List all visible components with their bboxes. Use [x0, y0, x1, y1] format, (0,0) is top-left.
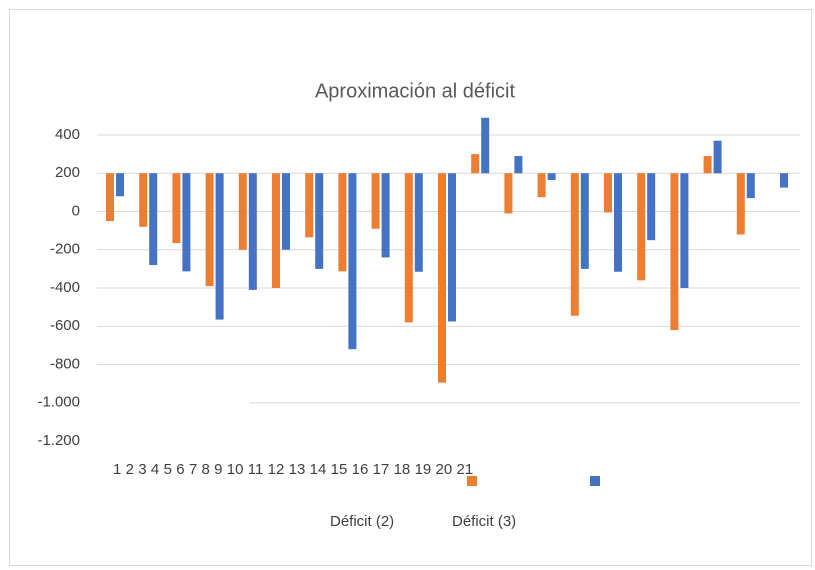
- x-tick-label: 2: [126, 461, 134, 478]
- bar: [172, 173, 181, 244]
- bar: [580, 173, 589, 269]
- bar: [647, 173, 656, 241]
- bar: [713, 140, 722, 174]
- bar: [305, 173, 314, 238]
- bar: [438, 173, 446, 383]
- y-tick-label: -600: [50, 317, 80, 334]
- y-tick-label: -200: [50, 241, 80, 258]
- x-tick-label: 15: [331, 461, 348, 478]
- bar: [703, 156, 712, 174]
- x-tick-label: 19: [415, 461, 432, 478]
- bar: [780, 173, 788, 188]
- bar: [315, 173, 324, 269]
- x-tick-label: 3: [138, 461, 146, 478]
- bar: [381, 173, 390, 258]
- legend-swatch: [590, 476, 600, 486]
- legend-swatch: [467, 476, 477, 486]
- bar: [746, 173, 755, 199]
- bar: [570, 173, 579, 316]
- x-tick-label: 12: [268, 461, 285, 478]
- bar: [149, 173, 158, 266]
- bar: [448, 173, 456, 322]
- y-tick-label: 200: [55, 164, 80, 181]
- chart-title: Aproximación al déficit: [315, 80, 516, 102]
- bar: [248, 173, 257, 290]
- bar: [414, 173, 423, 272]
- x-tick-label: 14: [310, 461, 327, 478]
- bar: [637, 173, 646, 281]
- bar: [282, 173, 290, 250]
- bar: [338, 173, 347, 272]
- y-tick-label: -1.200: [37, 432, 80, 449]
- bar: [116, 173, 124, 197]
- bar: [272, 173, 280, 288]
- x-tick-label: 9: [214, 461, 222, 478]
- bar: [736, 173, 745, 235]
- x-tick-label: 17: [373, 461, 390, 478]
- x-tick-label: 18: [394, 461, 411, 478]
- y-tick-label: 0: [72, 202, 80, 219]
- x-tick-label: 10: [227, 461, 244, 478]
- x-tick-label: 4: [151, 461, 159, 478]
- bar: [238, 173, 247, 250]
- bar: [504, 173, 513, 214]
- y-tick-label: -800: [50, 355, 80, 372]
- bar: [604, 173, 612, 213]
- x-tick-label: 20: [436, 461, 453, 478]
- x-tick-label: 13: [289, 461, 306, 478]
- bar: [371, 173, 380, 229]
- x-tick-label: 6: [176, 461, 184, 478]
- bar: [182, 173, 191, 272]
- bar: [215, 173, 224, 320]
- legend-label: Déficit (3): [452, 513, 516, 530]
- y-tick-label: -400: [50, 279, 80, 296]
- x-tick-label: 1: [113, 461, 121, 478]
- bar: [680, 173, 689, 288]
- y-tick-label: 400: [55, 126, 80, 143]
- legend-label: Déficit (2): [330, 513, 394, 530]
- y-tick-label: -1.000: [37, 394, 80, 411]
- bar: [106, 173, 114, 222]
- bar: [471, 154, 480, 174]
- bar: [547, 173, 556, 180]
- bar: [614, 173, 622, 272]
- x-tick-label: 5: [164, 461, 172, 478]
- bar: [139, 173, 148, 227]
- x-tick-label: 16: [352, 461, 369, 478]
- bar: [670, 173, 679, 331]
- x-tick-label: 7: [189, 461, 197, 478]
- x-tick-label: 8: [202, 461, 210, 478]
- x-tick-label: 21: [457, 461, 474, 478]
- bar: [404, 173, 413, 323]
- bar: [481, 117, 490, 174]
- bar: [537, 173, 546, 198]
- x-tick-label: 11: [248, 461, 264, 478]
- bar: [514, 156, 523, 174]
- bar: [348, 173, 357, 350]
- bar: [205, 173, 214, 287]
